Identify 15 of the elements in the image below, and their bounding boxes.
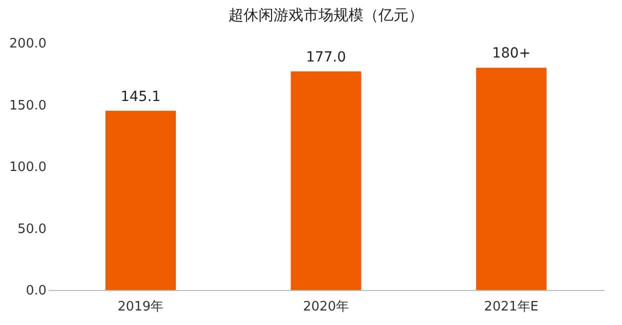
y-tick-label: 50.0	[18, 222, 46, 237]
bar	[290, 71, 362, 290]
data-label: 177.0	[306, 49, 346, 66]
bar	[105, 110, 176, 290]
data-label: 145.1	[120, 88, 161, 105]
x-tick-label: 2020年	[302, 300, 350, 314]
y-tick-label: 0.0	[26, 284, 46, 298]
chart-title: 超休闲游戏市场规模（亿元）	[228, 6, 424, 24]
data-label: 180+	[492, 46, 531, 62]
x-tick-label: 2021年E	[484, 300, 538, 314]
x-tick-label: 2019年	[118, 300, 164, 314]
y-tick-label: 150.0	[9, 98, 46, 114]
y-tick-label: 200.0	[9, 36, 46, 52]
y-tick-label: 100.0	[9, 160, 46, 175]
bar	[476, 68, 547, 290]
